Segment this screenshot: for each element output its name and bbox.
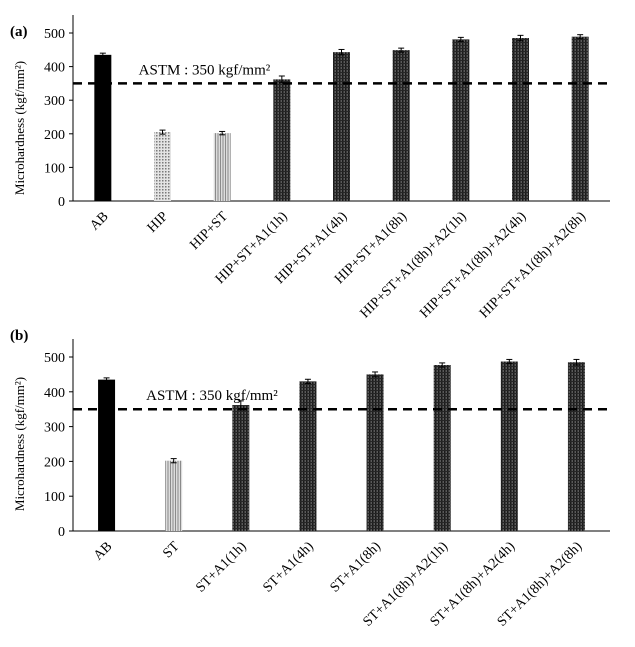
category-label: HIP — [145, 209, 172, 236]
error-bar — [304, 378, 311, 384]
error-bar — [103, 377, 110, 382]
category-label: HIP+ST+A1(8h)+A2(4h) — [417, 209, 529, 321]
panel-b-reference: ASTM : 350 kgf/mm² — [73, 388, 610, 411]
error-bar — [573, 358, 580, 366]
bar-st-a1-8h-a2-1h — [433, 365, 451, 531]
panel-b-category-labels: AB ST ST+A1(1h) ST+A1(4h) ST+A1(8h)ST+A1(8h)… — [91, 539, 585, 630]
category-label: ST+A1(4h) — [260, 539, 317, 596]
error-bar — [338, 48, 345, 56]
y-tick-label: 0 — [58, 195, 65, 210]
panel-b-label: (b) — [10, 328, 28, 344]
error-bar — [439, 362, 446, 368]
y-tick-label: 500 — [44, 27, 65, 42]
panel-a-bars — [94, 34, 589, 202]
y-tick-label: 100 — [44, 161, 65, 176]
error-bar — [506, 358, 513, 365]
bar-st-a1-8h-a2-8h — [567, 362, 585, 531]
bar-ab — [94, 54, 112, 202]
panel-b-astm-label: ASTM : 350 kgf/mm² — [146, 388, 278, 404]
error-bar — [372, 371, 379, 378]
y-tick-label: 400 — [44, 386, 65, 401]
panel-a-label: (a) — [10, 24, 28, 40]
bar-hip-st-a1-8h-a2-1h — [452, 39, 470, 201]
panel-a-astm-label: ASTM : 350 kgf/mm² — [139, 62, 271, 78]
y-tick-label: 200 — [44, 128, 65, 143]
error-bar — [577, 34, 584, 40]
y-tick-label: 100 — [44, 490, 65, 505]
bar-st-a1-1h — [232, 405, 250, 531]
panel-a-category-labels: AB HIP HIP+STHIP+ST+A1(1h)HIP+ST+A1(4h)HIP… — [87, 209, 589, 321]
bar-hip-st — [213, 133, 231, 201]
bar-ab — [98, 379, 116, 531]
category-label: HIP+ST — [187, 209, 231, 253]
panel-b-bars — [98, 358, 585, 531]
panel-a-reference: ASTM : 350 kgf/mm² — [73, 62, 610, 85]
bar-st — [165, 460, 183, 531]
error-bar — [219, 130, 226, 136]
error-bar — [99, 52, 106, 58]
bar-hip-st-a1-4h — [333, 52, 350, 201]
bar-st-a1-8h-a2-4h — [500, 361, 518, 531]
bar-st-a1-4h — [299, 381, 317, 531]
y-tick-label: 300 — [44, 421, 65, 436]
category-label: AB — [87, 209, 111, 233]
bar-hip-st-a1-8h-a2-4h — [512, 38, 529, 201]
panel-b-axes: 0 100 200 300 400 500 — [44, 339, 610, 540]
y-tick-label: 0 — [58, 525, 65, 540]
category-label: ST+A1(8h) — [328, 539, 385, 596]
panel-b: (b) Microhardness (kgf/mm²) 0 100 200 300 40… — [10, 328, 610, 630]
bar-hip-st-a1-8h-a2-8h — [571, 36, 589, 201]
error-bar — [159, 129, 166, 135]
error-bar — [457, 36, 464, 42]
category-label: ST+A1(1h) — [193, 539, 250, 596]
bar-st-a1-8h — [366, 374, 384, 531]
error-bar — [170, 458, 177, 464]
y-tick-label: 300 — [44, 94, 65, 109]
bar-hip — [154, 132, 171, 201]
category-label: HIP+ST+A1(8h)+A2(8h) — [477, 209, 589, 321]
bar-hip-st-a1-8h — [392, 50, 410, 201]
panel-a: (a) Microhardness (kgf/mm²) 0 100 200 300 40… — [10, 15, 610, 321]
y-tick-label: 500 — [44, 351, 65, 366]
error-bar — [398, 47, 405, 53]
category-label: AB — [91, 539, 115, 563]
error-bar — [517, 34, 524, 42]
category-label: ST — [160, 539, 182, 561]
panel-a-ylabel: Microhardness (kgf/mm²) — [12, 61, 27, 195]
y-tick-label: 400 — [44, 61, 65, 76]
panel-b-ylabel: Microhardness (kgf/mm²) — [12, 377, 27, 511]
category-label: HIP+ST+A1(8h)+A2(1h) — [358, 209, 470, 321]
bar-hip-st-a1-1h — [273, 79, 291, 201]
y-tick-label: 200 — [44, 455, 65, 470]
